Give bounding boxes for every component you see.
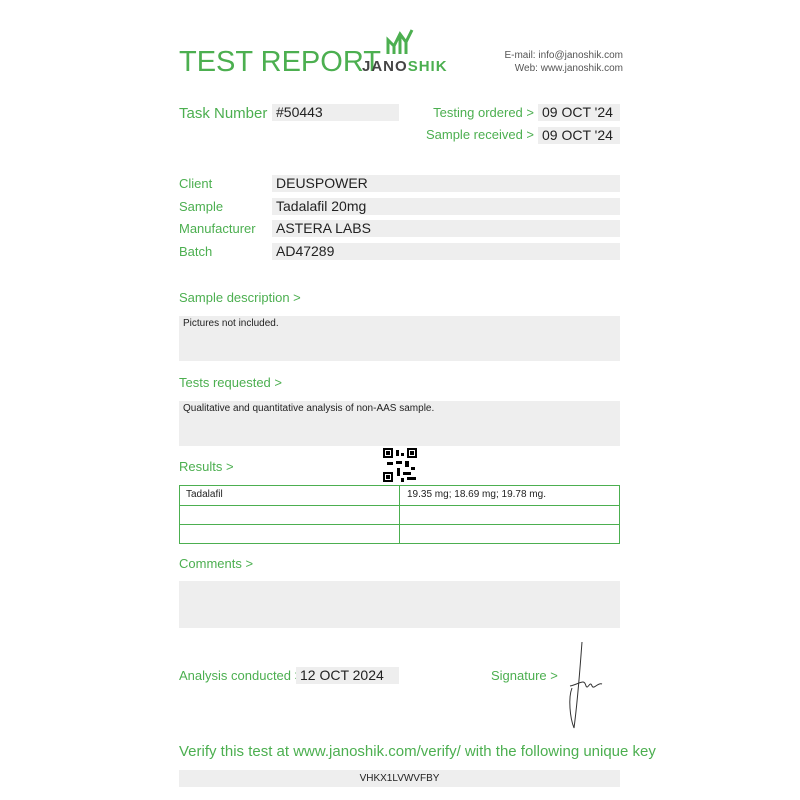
task-value: #50443 [272, 104, 399, 121]
date-label: Sample received > [425, 127, 534, 142]
date-label: Testing ordered > [433, 105, 534, 120]
section-label: Results > [179, 459, 234, 474]
results-cell: 19.35 mg; 18.69 mg; 19.78 mg. [407, 489, 546, 500]
section-label: Tests requested > [179, 375, 282, 390]
web: Web: www.janoshik.com [514, 63, 623, 74]
signature-label: Signature > [491, 668, 558, 683]
field-label: Sample [179, 198, 224, 214]
text-box: Pictures not included. [179, 316, 620, 361]
logo-left: JANO [362, 58, 408, 75]
text-box: Qualitative and quantitative analysis of… [179, 401, 620, 446]
date-value: 09 OCT '24 [538, 104, 620, 121]
verify-text: Verify this test at www.janoshik.com/ver… [179, 743, 656, 760]
task-label: Task Number [179, 105, 268, 122]
analysis-label: Analysis conducted > [179, 668, 303, 683]
qr-code [383, 448, 417, 482]
field-value: Tadalafil 20mg [272, 197, 620, 215]
title: TEST REPORT [179, 46, 381, 78]
field-label: Batch [179, 243, 213, 259]
verify-key: VHKX1LVWVFBY [179, 770, 620, 787]
results-table: Tadalafil 19.35 mg; 18.69 mg; 19.78 mg. [179, 485, 620, 544]
section-label: Comments > [179, 556, 254, 571]
logo-right: SHIK [407, 58, 448, 75]
analysis-value: 12 OCT 2024 [296, 667, 399, 684]
date-value: 09 OCT '24 [538, 127, 620, 144]
text: Qualitative and quantitative analysis of… [183, 403, 435, 414]
field-value: AD47289 [272, 242, 620, 260]
field-label: Manufacturer [179, 221, 256, 236]
field-value: ASTERA LABS [272, 220, 620, 237]
section-label: Sample description > [179, 290, 301, 305]
field-label: Client [179, 176, 213, 191]
logo-icon [386, 29, 414, 54]
signature [569, 641, 603, 729]
email: E-mail: info@janoshik.com [504, 50, 623, 61]
comments-box [179, 581, 620, 628]
text: Pictures not included. [183, 318, 279, 329]
results-cell: Tadalafil [186, 489, 223, 500]
logo-text: JANOSHIK [362, 58, 448, 75]
field-value: DEUSPOWER [272, 175, 620, 192]
